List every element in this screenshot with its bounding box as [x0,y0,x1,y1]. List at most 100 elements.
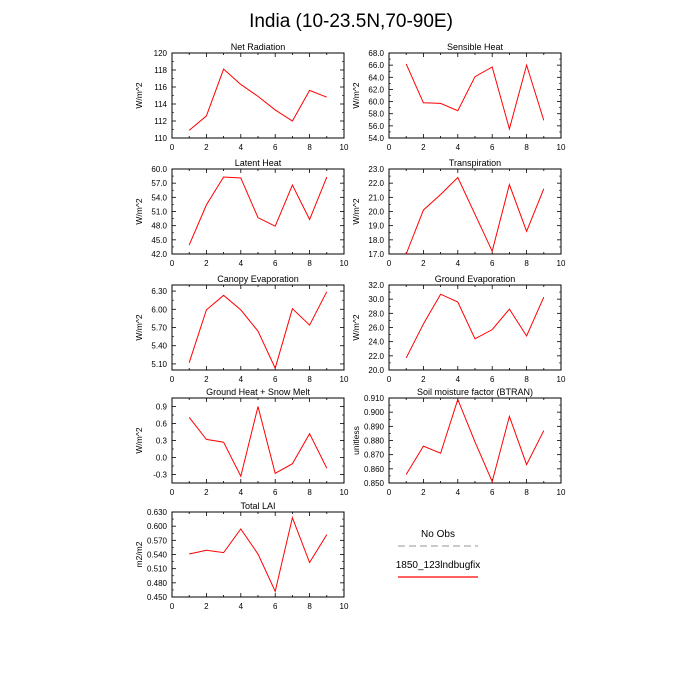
x-tick-label: 8 [307,375,312,384]
legend-label-1850-123lndbugfix: 1850_123lndbugfix [396,560,481,571]
series-line-1850-123lndbugfix [188,176,328,246]
x-tick-label: 4 [239,375,244,384]
y-tick-label: 48.0 [151,222,167,231]
x-tick-label: 6 [490,488,495,497]
y-axis-label: W/m^2 [351,314,361,340]
y-tick-label: 60.0 [151,165,167,174]
x-tick-label: 4 [456,143,461,152]
y-tick-label: 62.0 [368,85,384,94]
panel-title: Ground Evaporation [435,274,516,284]
x-tick-label: 8 [307,488,312,497]
y-tick-label: 64.0 [368,73,384,82]
plot-frame [171,168,345,255]
y-tick-label: 54.0 [151,193,167,202]
panel-total-lai: Total LAI m2/m2 0 2 4 6 8 10 0.450 0.480 0.510 0.54… [134,501,349,611]
x-tick-label: 0 [170,259,175,268]
x-tick-label: 4 [456,375,461,384]
series-line-1850-123lndbugfix [188,291,328,370]
y-tick-label: 112 [154,117,167,126]
plot-frame [171,284,345,371]
panels-group: Net Radiation W/m^2 0 2 4 6 8 10 110 112 114 116 118… [134,42,566,611]
y-tick-label: 26.0 [368,324,384,333]
y-axis-label: W/m^2 [134,427,144,453]
panel-title: Latent Heat [235,158,282,168]
x-tick-label: 2 [204,602,209,611]
x-tick-label: 10 [340,602,349,611]
plot-frame [388,397,562,484]
x-tick-label: 4 [239,143,244,152]
y-tick-label: 58.0 [368,110,384,119]
y-tick-label: 22.0 [368,352,384,361]
x-tick-label: 10 [340,259,349,268]
panel-title: Sensible Heat [447,42,504,52]
y-tick-label: 0.6 [156,420,168,429]
panel-title: Net Radiation [231,42,286,52]
y-tick-label: 20.0 [368,208,384,217]
panel-title: Transpiration [449,158,501,168]
x-tick-label: 10 [340,488,349,497]
x-tick-label: 8 [524,375,529,384]
y-tick-label: 5.70 [151,324,167,333]
y-tick-label: 54.0 [368,134,384,143]
x-tick-label: 2 [421,375,426,384]
panel-net-radiation: Net Radiation W/m^2 0 2 4 6 8 10 110 112 114 116 118… [134,42,349,152]
panel-transpiration: Transpiration W/m^2 0 2 4 6 8 10 17.0 18.0 19.0 20.… [351,158,566,268]
y-tick-label: 0.870 [364,451,385,460]
x-tick-label: 6 [490,143,495,152]
y-tick-label: 57.0 [151,179,167,188]
y-tick-label: 120 [154,49,168,58]
y-axis-label: W/m^2 [351,82,361,108]
y-tick-label: 110 [154,134,167,143]
x-tick-label: 2 [421,488,426,497]
y-tick-label: 28.0 [368,309,384,318]
x-tick-label: 4 [456,259,461,268]
y-axis-label: W/m^2 [134,198,144,224]
y-tick-label: 6.00 [151,305,167,314]
y-tick-label: 24.0 [368,338,384,347]
series-line-1850-123lndbugfix [405,397,545,484]
x-tick-label: 8 [524,259,529,268]
panel-ground-heat-snow-melt: Ground Heat + Snow Melt W/m^2 0 2 4 6 8 10 -0.3 0… [134,387,349,497]
x-tick-label: 6 [490,375,495,384]
x-tick-label: 0 [387,143,392,152]
y-tick-label: 45.0 [151,236,167,245]
legend: No Obs 1850_123lndbugfix [396,529,481,578]
y-tick-label: 19.0 [368,222,384,231]
panel-title: Soil moisture factor (BTRAN) [417,387,533,397]
plot-frame [388,284,562,371]
y-tick-label: 21.0 [368,193,384,202]
series-line-1850-123lndbugfix [405,63,545,131]
y-tick-label: 22.0 [368,179,384,188]
series-line-1850-123lndbugfix [405,176,545,255]
x-tick-label: 0 [387,488,392,497]
panel-title: Total LAI [240,501,275,511]
x-tick-label: 6 [273,259,278,268]
panel-sensible-heat: Sensible Heat W/m^2 0 2 4 6 8 10 54.0 56.0 58.0 60.… [351,42,566,152]
y-tick-label: 0.900 [364,408,385,417]
y-tick-label: 114 [154,100,167,109]
x-tick-label: 2 [204,259,209,268]
y-axis-label: m2/m2 [134,541,144,567]
x-tick-label: 10 [557,259,566,268]
x-tick-label: 2 [421,259,426,268]
y-tick-label: 0.3 [156,437,168,446]
y-axis-label: W/m^2 [134,82,144,108]
panel-title: Canopy Evaporation [217,274,299,284]
y-tick-label: 32.0 [368,281,384,290]
y-axis-label: W/m^2 [134,314,144,340]
plot-frame [388,52,562,139]
series-line-1850-123lndbugfix [189,515,328,593]
x-tick-label: 2 [204,375,209,384]
y-tick-label: 66.0 [368,61,384,70]
x-tick-label: 10 [340,375,349,384]
y-tick-label: 0.570 [147,536,168,545]
x-tick-label: 0 [170,143,175,152]
y-tick-label: 0.510 [147,565,168,574]
y-tick-label: 0.880 [364,437,385,446]
y-tick-label: 51.0 [151,208,167,217]
y-tick-label: 0.860 [364,465,385,474]
x-tick-label: 6 [273,143,278,152]
x-tick-label: 10 [557,143,566,152]
y-axis-label: W/m^2 [351,198,361,224]
